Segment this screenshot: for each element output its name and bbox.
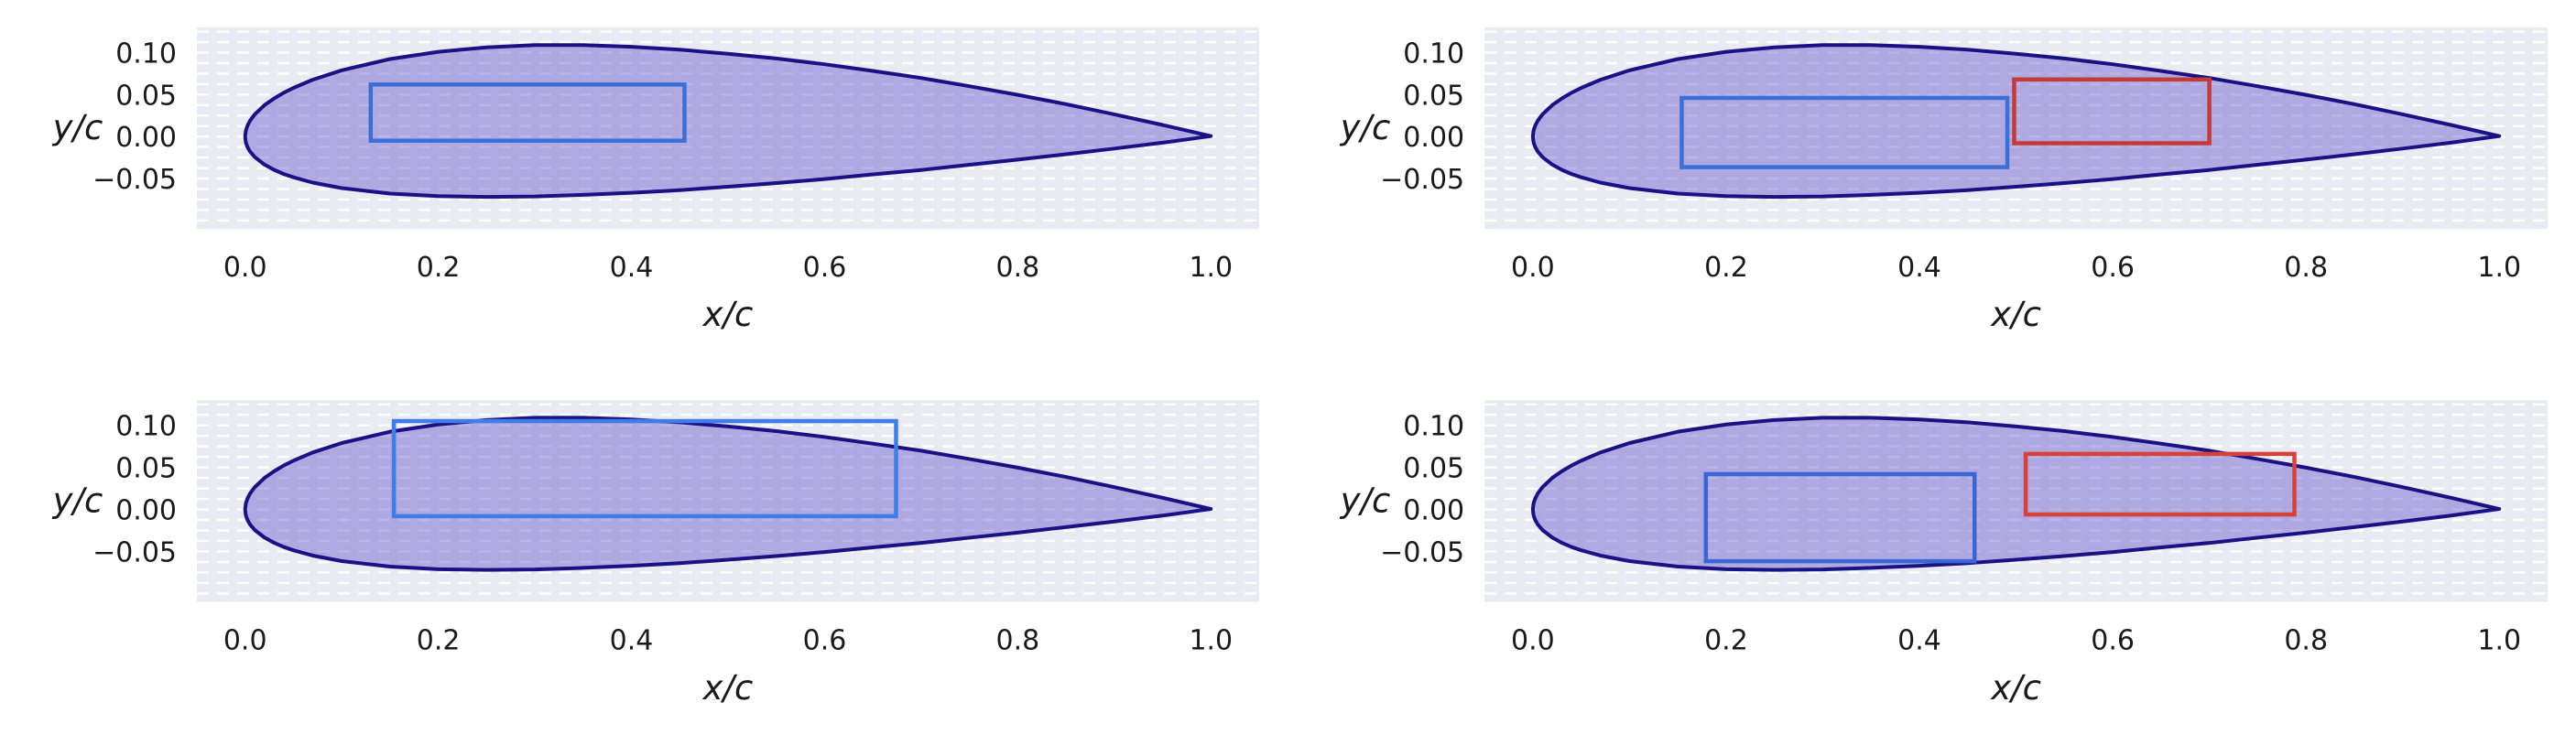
x-tick-label: 0.8 bbox=[996, 625, 1040, 657]
x-tick-label: 0.0 bbox=[223, 252, 267, 284]
y-tick-label: 0.00 bbox=[1403, 122, 1464, 154]
x-tick-label: 0.2 bbox=[417, 625, 461, 657]
y-tick-label: 0.05 bbox=[115, 80, 177, 112]
y-tick-label: 0.00 bbox=[115, 495, 177, 527]
y-axis-label: y/c bbox=[52, 481, 103, 520]
x-tick-label: 1.0 bbox=[2477, 625, 2521, 657]
airfoil-panel-bottom-right: 0.0 0.2 0.4 0.6 0.8 1.0 0.10 0.05 0.00 −0.05 x/c y/… bbox=[1288, 373, 2576, 746]
structure-box-red bbox=[2023, 451, 2297, 517]
y-axis-label: y/c bbox=[1340, 481, 1391, 520]
y-tick-label: 0.05 bbox=[1403, 453, 1464, 485]
x-tick-label: 0.0 bbox=[1511, 625, 1555, 657]
airfoil-panel-top-left: 0.0 0.2 0.4 0.6 0.8 1.0 0.10 0.05 0.00 −0.05 x/c y/… bbox=[0, 0, 1288, 373]
airfoil-plot-top-left: 0.0 0.2 0.4 0.6 0.8 1.0 0.10 0.05 0.00 −0.05 x/c y/… bbox=[52, 27, 1259, 334]
airfoil-shape bbox=[1530, 416, 2502, 572]
airfoil-shape bbox=[243, 416, 1213, 572]
airfoil-plot-top-right: 0.0 0.2 0.4 0.6 0.8 1.0 0.10 0.05 0.00 −0.05 x/c y/… bbox=[1340, 27, 2548, 334]
x-tick-label: 0.2 bbox=[1704, 252, 1748, 284]
x-tick-label: 0.6 bbox=[2091, 625, 2135, 657]
x-tick-label: 0.2 bbox=[417, 252, 461, 284]
x-axis-label: x/c bbox=[1990, 295, 2041, 334]
x-tick-label: 0.6 bbox=[2091, 252, 2135, 284]
structure-box-blue bbox=[1703, 471, 1977, 564]
x-axis-label: x/c bbox=[702, 295, 754, 334]
x-tick-label: 1.0 bbox=[1189, 252, 1233, 284]
x-axis-label: x/c bbox=[1990, 668, 2041, 708]
x-tick-label: 0.2 bbox=[1704, 625, 1748, 657]
airfoil-plot-bottom-right: 0.0 0.2 0.4 0.6 0.8 1.0 0.10 0.05 0.00 −0.05 x/c y/… bbox=[1340, 400, 2548, 708]
x-tick-label: 0.8 bbox=[2284, 252, 2328, 284]
x-tick-label: 0.0 bbox=[223, 625, 267, 657]
y-tick-label: 0.10 bbox=[115, 38, 177, 70]
x-tick-label: 1.0 bbox=[2477, 252, 2521, 284]
x-tick-label: 0.8 bbox=[996, 252, 1040, 284]
y-tick-label: 0.10 bbox=[115, 411, 177, 443]
x-tick-label: 0.4 bbox=[1897, 625, 1941, 657]
y-tick-label: 0.05 bbox=[1403, 80, 1464, 112]
x-tick-label: 0.4 bbox=[610, 252, 654, 284]
x-tick-label: 0.4 bbox=[1897, 252, 1941, 284]
y-tick-label: −0.05 bbox=[1380, 536, 1464, 568]
y-tick-label: −0.05 bbox=[92, 164, 177, 196]
y-tick-label: 0.05 bbox=[115, 453, 177, 485]
x-tick-label: 0.4 bbox=[610, 625, 654, 657]
x-tick-label: 0.6 bbox=[803, 252, 847, 284]
y-tick-label: 0.10 bbox=[1403, 38, 1464, 70]
y-tick-label: 0.10 bbox=[1403, 411, 1464, 443]
x-tick-label: 0.0 bbox=[1511, 252, 1555, 284]
structure-box-red bbox=[2012, 77, 2212, 146]
y-tick-label: −0.05 bbox=[92, 536, 177, 568]
airfoil-plot-bottom-left: 0.0 0.2 0.4 0.6 0.8 1.0 0.10 0.05 0.00 −0.05 x/c y/… bbox=[52, 400, 1259, 708]
y-tick-label: −0.05 bbox=[1380, 164, 1464, 196]
airfoil-panel-top-right: 0.0 0.2 0.4 0.6 0.8 1.0 0.10 0.05 0.00 −0.05 x/c y/… bbox=[1288, 0, 2576, 373]
y-tick-label: 0.00 bbox=[115, 122, 177, 154]
y-axis-label: y/c bbox=[1340, 108, 1391, 147]
x-tick-label: 0.8 bbox=[2284, 625, 2328, 657]
y-axis-label: y/c bbox=[52, 108, 103, 147]
structure-box-blue bbox=[1679, 95, 2010, 169]
x-tick-label: 0.6 bbox=[803, 625, 847, 657]
airfoil-panel-bottom-left: 0.0 0.2 0.4 0.6 0.8 1.0 0.10 0.05 0.00 −0.05 x/c y/… bbox=[0, 373, 1288, 746]
structure-box-blue bbox=[391, 418, 898, 519]
x-axis-label: x/c bbox=[702, 668, 754, 708]
x-tick-label: 1.0 bbox=[1189, 625, 1233, 657]
structure-box-blue bbox=[368, 82, 687, 143]
y-tick-label: 0.00 bbox=[1403, 495, 1464, 527]
